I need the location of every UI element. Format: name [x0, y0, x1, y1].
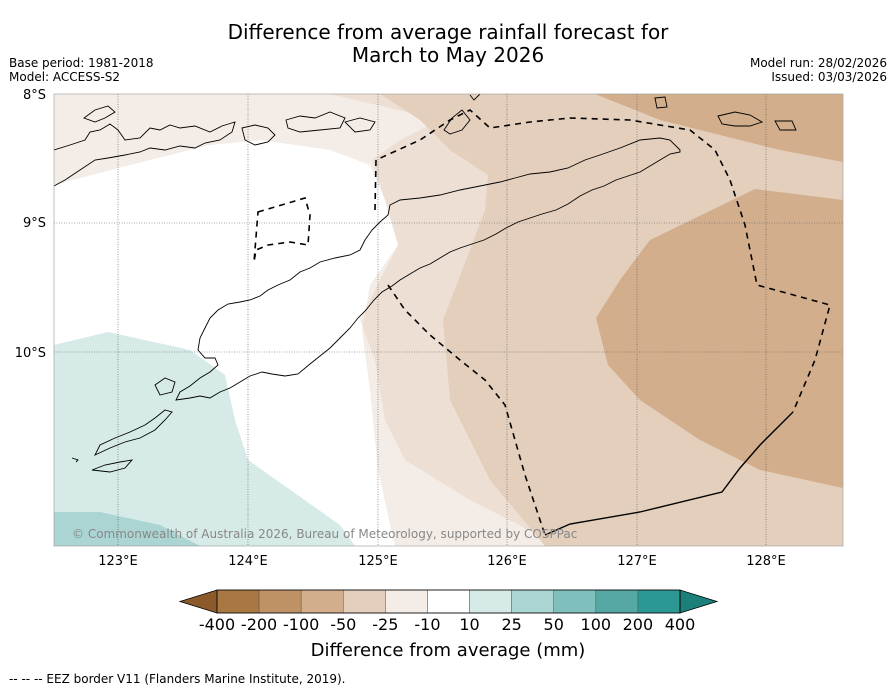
band-plus10: [54, 332, 355, 546]
copyright-text: © Commonwealth of Australia 2026, Bureau…: [72, 527, 577, 541]
colorbar-tick-label: -50: [330, 615, 356, 634]
colorbar-swatch: [385, 589, 428, 614]
colorbar-tick-label: 100: [581, 615, 612, 634]
colorbar-swatch: [343, 589, 386, 614]
footnote: -- -- -- EEZ border V11 (Flanders Marine…: [9, 672, 346, 686]
title-line-2: March to May 2026: [351, 43, 545, 67]
colorbar-tick-label: 25: [501, 615, 521, 634]
colorbar-tick-label: 50: [544, 615, 564, 634]
colorbar-tick-label: -100: [283, 615, 319, 634]
base-period-label: Base period: 1981-2018: [9, 56, 154, 70]
coastline: [54, 94, 797, 473]
colorbar-tick-label: -25: [372, 615, 398, 634]
band-plus25: [54, 512, 200, 546]
graticule: [54, 94, 843, 546]
colorbar-swatch: [595, 589, 639, 614]
lon-label-123e: 123°E: [98, 554, 138, 569]
colorbar-tick-label: 200: [623, 615, 654, 634]
lat-label-8s: 8°S: [23, 88, 46, 103]
colorbar-swatch: [300, 589, 344, 614]
model-run-label: Model run: 28/02/2026: [749, 56, 887, 70]
lat-label-9s: 9°S: [23, 216, 46, 231]
colorbar-tick-label: 10: [459, 615, 479, 634]
lat-label-10s: 10°S: [15, 346, 46, 361]
colorbar-tick-label: -10: [414, 615, 440, 634]
colorbar-swatch: [637, 589, 681, 614]
model-label: Model: ACCESS-S2: [9, 70, 121, 84]
colorbar-title: Difference from average (mm): [310, 640, 586, 661]
lon-label-125e: 125°E: [358, 554, 398, 569]
colorbar-swatch: [258, 589, 302, 614]
colorbar-tick-label: -200: [241, 615, 277, 634]
colorbar-tick-label: -400: [199, 615, 235, 634]
colorbar-swatch: [216, 589, 260, 614]
colorbar-frame: [216, 589, 681, 614]
band-minus50-east: [596, 189, 843, 488]
colorbar: -400 -200 -100 -50 -25 -10 10 25 50 100 200 400: [178, 589, 719, 634]
title-line-1: Difference from average rainfall forecas…: [227, 20, 669, 44]
eez-border-solid: [544, 411, 794, 536]
issued-label: Issued: 03/03/2026: [771, 70, 887, 84]
lon-label-126e: 126°E: [487, 554, 527, 569]
lon-label-128e: 128°E: [746, 554, 786, 569]
colorbar-swatch: [427, 589, 470, 614]
colorbar-tick-label: 400: [665, 615, 696, 634]
colorbar-swatch: [553, 589, 597, 614]
colorbar-swatch: [511, 589, 554, 614]
colorbar-arrow-high: [679, 589, 719, 614]
colorbar-arrow-low: [178, 589, 218, 614]
map-frame: [53, 93, 844, 547]
eez-border: [253, 109, 831, 536]
colorbar-swatch: [469, 589, 512, 614]
lon-label-127e: 127°E: [617, 554, 657, 569]
band-minus50-north: [595, 94, 843, 162]
rainfall-map: © Commonwealth of Australia 2026, Bureau…: [54, 94, 843, 546]
lon-label-124e: 124°E: [228, 554, 268, 569]
